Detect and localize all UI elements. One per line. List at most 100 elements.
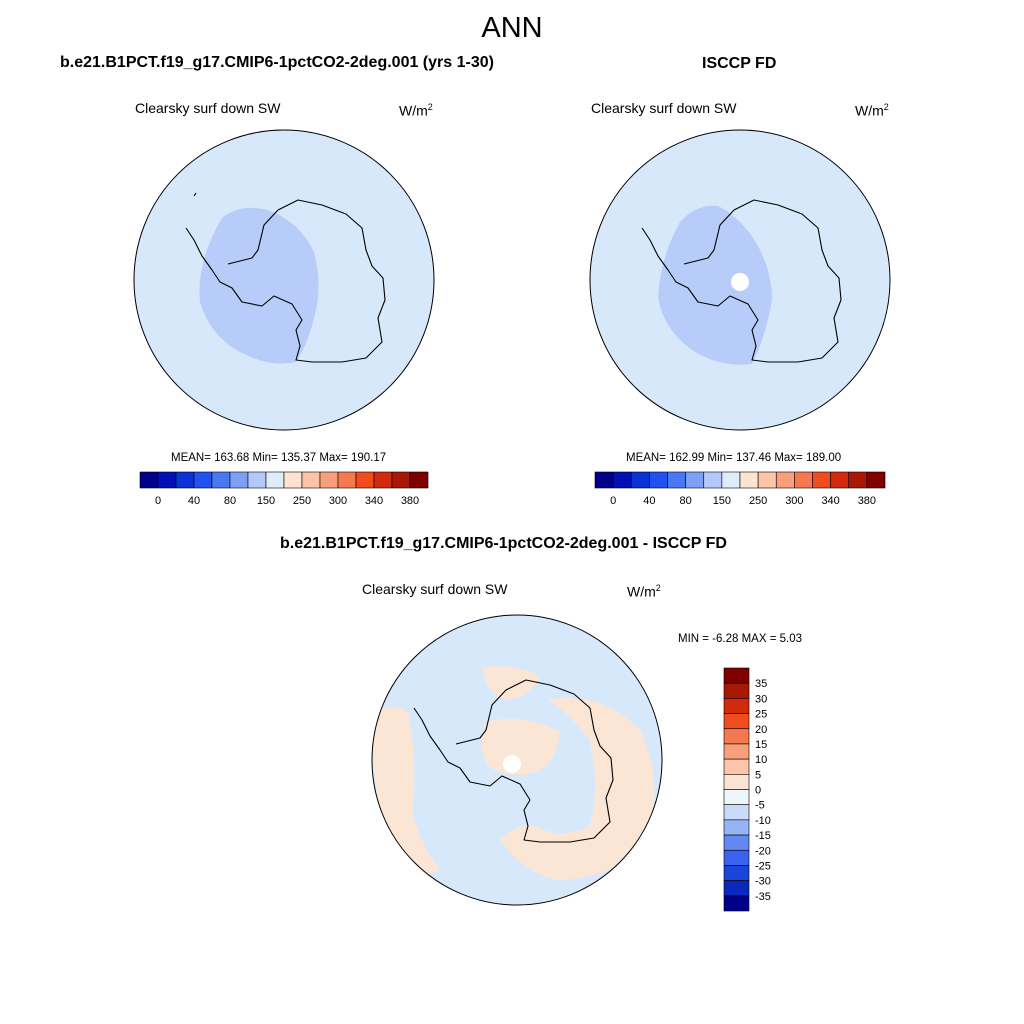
panel2-colorbar-swatch — [685, 471, 705, 489]
panel1-variable-label: Clearsky surf down SW — [135, 100, 281, 116]
panel3-unit-label: W/m2 — [627, 583, 661, 600]
panel3-colorbar-tick-label: -20 — [755, 845, 771, 857]
panel3-antarctica-coastline — [413, 679, 614, 843]
panel3-colorbar-swatch — [723, 895, 750, 912]
panel2-colorbar-tick-label: 300 — [785, 495, 803, 507]
panel1-colorbar-swatch — [175, 471, 195, 489]
panel3-border — [371, 614, 663, 906]
panel3-colorbar-swatch — [723, 667, 750, 684]
panel3-colorbar-swatch — [723, 713, 750, 730]
panel1-colorbar-swatch — [301, 471, 321, 489]
panel3-colorbar-swatch — [723, 849, 750, 866]
panel1-colorbar-tick-label: 150 — [257, 495, 275, 507]
panel1-border — [133, 129, 435, 431]
page-title: ANN — [481, 12, 543, 44]
panel3-colorbar-tick-label: -10 — [755, 815, 771, 827]
panel3-colorbar-swatch — [723, 804, 750, 821]
panel2-variable-label: Clearsky surf down SW — [591, 100, 737, 116]
panel1-colorbar-tick-label: 250 — [293, 495, 311, 507]
panel2-colorbar-swatch — [612, 471, 632, 489]
panel2-colorbar-swatch — [848, 471, 868, 489]
panel2-colorbar-tick-label: 0 — [610, 495, 616, 507]
panel3-colorbar-tick-label: -30 — [755, 876, 771, 888]
panel3-colorbar-tick-label: 30 — [755, 693, 767, 705]
panel3-colorbar-swatch — [723, 698, 750, 714]
panel3-colorbar-tick-label: 35 — [755, 678, 767, 690]
panel2-colorbar-tick-label: 150 — [713, 495, 731, 507]
panel1-colorbar-swatch — [139, 471, 159, 489]
panel1-colorbar-swatch — [355, 471, 375, 489]
panel2-missing-data-hole — [731, 273, 749, 291]
panel2-colorbar-swatch — [866, 471, 886, 489]
panel1-title: b.e21.B1PCT.f19_g17.CMIP6-1pctCO2-2deg.0… — [60, 54, 494, 71]
panel2-colorbar-swatch — [594, 471, 614, 489]
panel1-colorbar-tick-label: 0 — [155, 495, 161, 507]
panel2-colorbar: 0 40 80 150 250 300 340 380 — [594, 471, 886, 507]
panel2-colorbar-swatch — [830, 471, 850, 489]
panel2-map — [589, 129, 891, 431]
panel1-interior-region — [199, 207, 319, 364]
panel3-title: b.e21.B1PCT.f19_g17.CMIP6-1pctCO2-2deg.0… — [280, 535, 727, 552]
panel2-colorbar-swatch — [794, 471, 813, 489]
panel2-colorbar-swatch — [667, 471, 686, 489]
panel3-stats: MIN = -6.28 MAX = 5.03 — [678, 633, 803, 645]
panel1-colorbar-swatch — [211, 471, 231, 489]
panel3-variable-label: Clearsky surf down SW — [362, 581, 508, 597]
panel3-colorbar-tick-label: 10 — [755, 754, 767, 766]
panel3-colorbar-tick-label: -15 — [755, 830, 771, 842]
panel2-colorbar-swatch — [739, 471, 759, 489]
panel1-antarctica-coastline — [185, 199, 386, 363]
panel1-colorbar-swatch — [283, 471, 303, 489]
panel1-colorbar-tick-label: 80 — [224, 495, 236, 507]
panel3-colorbar-swatch — [723, 682, 750, 699]
panel2-colorbar-swatch — [757, 471, 777, 489]
panel2-colorbar-swatch — [775, 471, 795, 489]
panel1-colorbar-swatch — [265, 471, 285, 489]
panel1-colorbar-tick-label: 340 — [365, 495, 383, 507]
panel1-colorbar: 0 40 80 150 250 300 340 380 — [139, 471, 429, 507]
panel1-map — [133, 129, 435, 431]
panel3-missing-data-hole — [503, 755, 521, 773]
panel1-unit-label: W/m2 — [399, 102, 433, 119]
panel2-title: ISCCP FD — [702, 55, 777, 72]
panel3-colorbar-swatch — [723, 880, 750, 897]
panel2-colorbar-tick-label: 340 — [821, 495, 839, 507]
panel2-colorbar-swatch — [812, 471, 831, 489]
panel2-stats: MEAN= 162.99 Min= 137.46 Max= 189.00 — [626, 452, 842, 464]
panel2-unit-label: W/m2 — [855, 102, 889, 119]
panel3-colorbar-tick-label: 15 — [755, 739, 767, 751]
panel3-positive-anomaly-north — [482, 666, 540, 700]
panel3-colorbar-tick-label: -5 — [755, 800, 765, 812]
panel3-map — [371, 614, 663, 906]
panel1-colorbar-tick-label: 40 — [188, 495, 200, 507]
panel3-colorbar-tick-label: 20 — [755, 724, 767, 736]
panel1-colorbar-swatch — [409, 471, 429, 489]
panel2-colorbar-tick-label: 40 — [643, 495, 655, 507]
panel3-colorbar-swatch — [723, 743, 750, 760]
panel1-colorbar-swatch — [193, 471, 213, 489]
panel1-colorbar-swatch — [157, 471, 177, 489]
panel3-colorbar-swatch — [723, 728, 750, 745]
panel3-colorbar-tick-label: 0 — [755, 785, 761, 797]
panel1-colorbar-swatch — [391, 471, 411, 489]
panel1-colorbar-tick-label: 380 — [401, 495, 419, 507]
panel2-colorbar-swatch — [630, 471, 650, 489]
panel3-colorbar-swatch — [723, 774, 750, 790]
panel2-colorbar-tick-label: 250 — [749, 495, 767, 507]
panel3-colorbar-tick-label: -35 — [755, 891, 771, 903]
panel2-colorbar-tick-label: 80 — [680, 495, 692, 507]
panel3-colorbar-swatch — [723, 865, 750, 881]
panel2-antarctica-coastline — [641, 199, 842, 363]
panel3-colorbar-tick-label: 25 — [755, 709, 767, 721]
panel3-colorbar-tick-label: -25 — [755, 860, 771, 872]
panel3-colorbar: 35 30 25 20 15 10 5 0 -5 -10 -15 -20 -25 -30 -35 — [723, 667, 771, 912]
panel1-colorbar-swatch — [229, 471, 249, 489]
panel2-colorbar-swatch — [649, 471, 668, 489]
panel2-border — [589, 129, 891, 431]
panel1-stats: MEAN= 163.68 Min= 135.37 Max= 190.17 — [171, 452, 387, 464]
panel3-colorbar-swatch — [723, 834, 750, 851]
panel3-positive-anomaly-east — [500, 698, 655, 880]
panel1-colorbar-tick-label: 300 — [329, 495, 347, 507]
panel2-colorbar-swatch — [703, 471, 723, 489]
